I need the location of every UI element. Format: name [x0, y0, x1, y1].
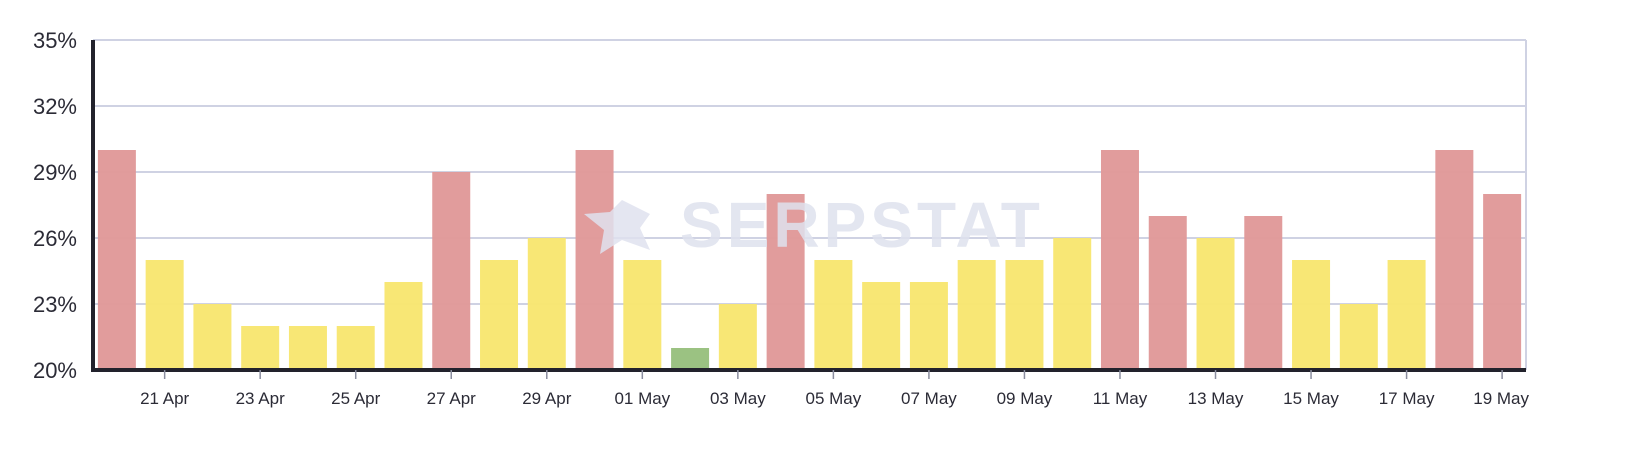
- bar-04-may[interactable]: [766, 194, 805, 370]
- bar-03-may[interactable]: [718, 304, 757, 370]
- y-axis-labels: 20% 23% 26% 29% 32% 35%: [33, 28, 77, 383]
- watermark-text: SERPSTAT: [680, 189, 1044, 261]
- bar-18-may[interactable]: [1435, 150, 1474, 370]
- bar-29-apr[interactable]: [527, 238, 566, 370]
- bar-10-may[interactable]: [1053, 238, 1092, 370]
- bar-27-apr[interactable]: [432, 172, 471, 370]
- bar-30-apr[interactable]: [575, 150, 614, 370]
- x-tick-label: 25 Apr: [331, 389, 380, 408]
- bar-24-apr[interactable]: [288, 326, 327, 370]
- bar-13-may[interactable]: [1196, 238, 1235, 370]
- bar-25-apr[interactable]: [336, 326, 375, 370]
- y-tick-label: 20%: [33, 358, 77, 383]
- x-tick-label: 13 May: [1188, 389, 1244, 408]
- y-tick-label: 23%: [33, 292, 77, 317]
- x-tick-label: 23 Apr: [236, 389, 285, 408]
- bar-26-apr[interactable]: [384, 282, 423, 370]
- bar-12-may[interactable]: [1148, 216, 1187, 370]
- axes: [91, 40, 1526, 379]
- bar-08-may[interactable]: [957, 260, 996, 370]
- bar-23-apr[interactable]: [241, 326, 280, 370]
- serpstat-logo-icon: [584, 200, 650, 254]
- bar-11-may[interactable]: [1100, 150, 1139, 370]
- grid-lines: [93, 39, 1527, 370]
- bar-09-may[interactable]: [1005, 260, 1044, 370]
- x-tick-label: 05 May: [806, 389, 862, 408]
- bar-19-may[interactable]: [1483, 194, 1522, 370]
- x-tick-label: 15 May: [1283, 389, 1339, 408]
- x-tick-label: 03 May: [710, 389, 766, 408]
- x-tick-label: 01 May: [614, 389, 670, 408]
- y-tick-label: 35%: [33, 28, 77, 53]
- bar-17-may[interactable]: [1387, 260, 1426, 370]
- bar-07-may[interactable]: [909, 282, 948, 370]
- bar-01-may[interactable]: [623, 260, 662, 370]
- bar-20-apr[interactable]: [97, 150, 136, 370]
- y-tick-label: 26%: [33, 226, 77, 251]
- bar-28-apr[interactable]: [480, 260, 519, 370]
- x-tick-label: 21 Apr: [140, 389, 189, 408]
- x-tick-label: 27 Apr: [427, 389, 476, 408]
- bar-16-may[interactable]: [1339, 304, 1378, 370]
- y-tick-label: 29%: [33, 160, 77, 185]
- x-tick-label: 09 May: [997, 389, 1053, 408]
- bar-02-may[interactable]: [671, 348, 710, 370]
- bar-06-may[interactable]: [862, 282, 901, 370]
- x-tick-label: 11 May: [1093, 389, 1148, 408]
- watermark: SERPSTAT: [584, 189, 1044, 261]
- x-axis-labels: 21 Apr 23 Apr 25 Apr 27 Apr 29 Apr 01 May 03 M…: [140, 389, 1529, 408]
- bar-21-apr[interactable]: [145, 260, 184, 370]
- bar-14-may[interactable]: [1244, 216, 1283, 370]
- y-tick-label: 32%: [33, 94, 77, 119]
- x-tick-label: 17 May: [1379, 389, 1435, 408]
- bar-15-may[interactable]: [1292, 260, 1331, 370]
- x-tick-label: 19 May: [1473, 389, 1529, 408]
- bar-22-apr[interactable]: [193, 304, 232, 370]
- x-tick-label: 29 Apr: [522, 389, 571, 408]
- bars: [97, 150, 1522, 370]
- x-tick-label: 07 May: [901, 389, 957, 408]
- bar-05-may[interactable]: [814, 260, 853, 370]
